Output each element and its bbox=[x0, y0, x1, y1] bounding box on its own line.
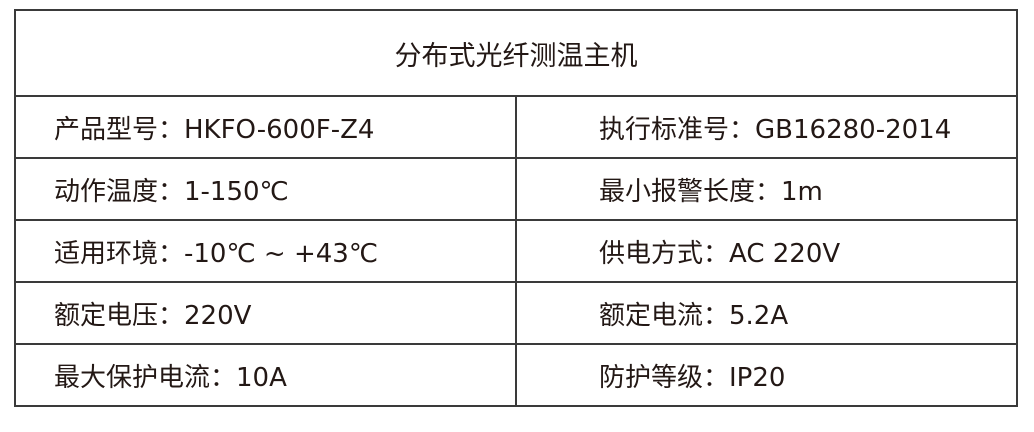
spec-environment: 适用环境：-10℃ ~ +43℃ bbox=[14, 219, 517, 283]
table-row: 最大保护电流：10A 防护等级：IP20 bbox=[14, 343, 1018, 407]
spec-model: 产品型号：HKFO-600F-Z4 bbox=[14, 95, 517, 159]
table-row: 适用环境：-10℃ ~ +43℃ 供电方式：AC 220V bbox=[14, 219, 1018, 283]
spec-standard: 执行标准号：GB16280-2014 bbox=[515, 95, 1018, 159]
spec-table: 分布式光纤测温主机 产品型号：HKFO-600F-Z4 执行标准号：GB1628… bbox=[14, 9, 1018, 407]
table-row: 额定电压：220V 额定电流：5.2A bbox=[14, 281, 1018, 345]
spec-power-supply: 供电方式：AC 220V bbox=[515, 219, 1018, 283]
spec-protection-level: 防护等级：IP20 bbox=[515, 343, 1018, 407]
spec-rated-voltage: 额定电压：220V bbox=[14, 281, 517, 345]
spec-min-alarm-length: 最小报警长度：1m bbox=[515, 157, 1018, 221]
spec-max-protect-current: 最大保护电流：10A bbox=[14, 343, 517, 407]
title-row: 分布式光纤测温主机 bbox=[14, 9, 1018, 97]
spec-action-temp: 动作温度：1-150℃ bbox=[14, 157, 517, 221]
table-title: 分布式光纤测温主机 bbox=[14, 9, 1018, 97]
table-row: 产品型号：HKFO-600F-Z4 执行标准号：GB16280-2014 bbox=[14, 95, 1018, 159]
spec-rated-current: 额定电流：5.2A bbox=[515, 281, 1018, 345]
table-row: 动作温度：1-150℃ 最小报警长度：1m bbox=[14, 157, 1018, 221]
